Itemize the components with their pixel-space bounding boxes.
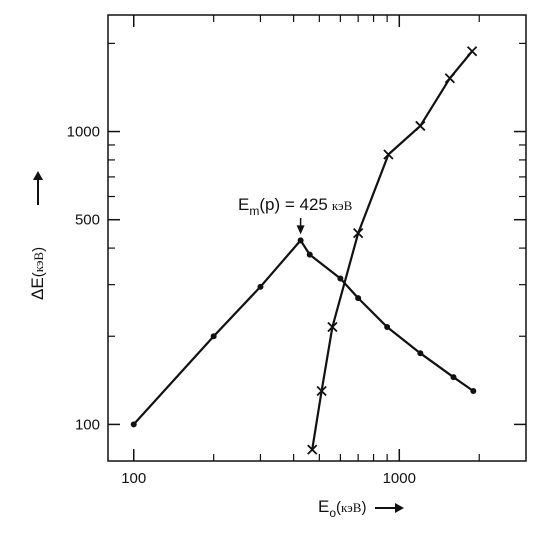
y-axis-title: ΔE(кэВ)	[28, 247, 47, 300]
y-tick-label: 500	[75, 212, 100, 229]
series-1-point	[257, 283, 264, 290]
annotation-layer	[296, 218, 305, 235]
series-2-line	[311, 50, 473, 450]
series-2-point	[327, 321, 338, 333]
series-2-point	[444, 73, 455, 84]
series-1-point	[306, 251, 313, 258]
series-1-point	[470, 388, 477, 395]
series-1-line	[132, 239, 474, 426]
x-tick-label: 100	[121, 470, 146, 487]
peak-annotation: Em(p) = 425 кэВ	[238, 195, 353, 218]
series-2-point	[466, 46, 478, 57]
axis-ticks: 100 1000 100 500 1000	[67, 15, 526, 487]
x-tick-label: 1000	[383, 470, 416, 487]
annotation-arrow-head	[296, 225, 305, 235]
series-1-point	[355, 295, 362, 302]
series-2-point	[353, 227, 364, 239]
y-tick-label: 1000	[67, 124, 100, 141]
series-1-point	[417, 350, 424, 357]
x-axis-arrow	[375, 503, 404, 513]
series-2-point	[415, 120, 426, 132]
y-axis-arrow	[33, 171, 43, 205]
x-axis-title: Eo(кэВ)	[318, 497, 366, 520]
series-2-point	[383, 149, 394, 160]
series-1-point	[297, 237, 304, 244]
series-layer	[130, 46, 478, 455]
y-tick-label: 100	[75, 416, 100, 433]
series-1-point	[130, 421, 137, 428]
series-2-point	[316, 385, 327, 397]
series-1-point	[450, 374, 457, 381]
series-1-point	[384, 324, 391, 331]
plot-frame	[107, 14, 527, 462]
series-2-point	[307, 444, 318, 455]
series-1-point	[210, 333, 217, 340]
series-1-point	[337, 275, 344, 282]
